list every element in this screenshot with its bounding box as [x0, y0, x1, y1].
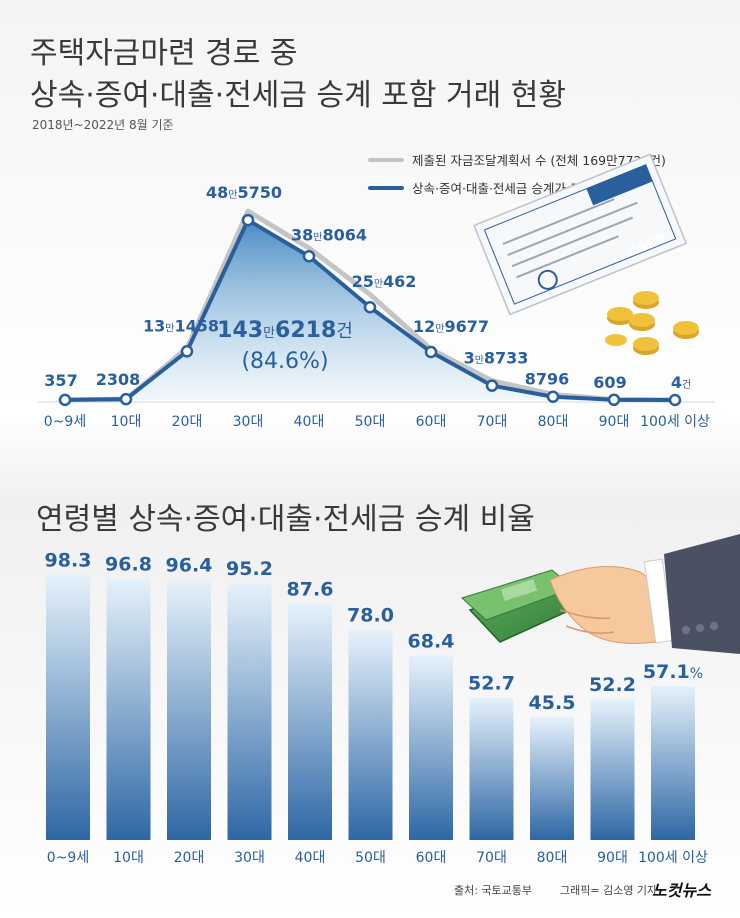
x-tick-label: 60대	[416, 850, 447, 866]
x-tick-label: 40대	[294, 414, 325, 430]
bar	[530, 717, 574, 840]
bar	[469, 697, 514, 840]
line-chart: 상속증여 357 230813만145848만575038만806425만4621…	[38, 153, 715, 430]
chart-title-line2: 상속·증여·대출·전세금 승계 포함 거래 현황	[30, 78, 566, 113]
data-label: 38만8064	[291, 225, 367, 244]
x-tick-label: 60대	[416, 414, 447, 430]
total-count-label: 143만6218건	[217, 318, 353, 343]
x-tick-label: 100세 이상	[640, 414, 710, 430]
x-tick-label: 90대	[599, 414, 630, 430]
bar	[409, 655, 453, 840]
x-tick-label: 30대	[233, 414, 264, 430]
data-label: 48만5750	[206, 183, 282, 202]
bar-value-label: 87.6	[287, 578, 334, 600]
legend-label-gray: 제출된 자금조달계획서 수 (전체 169만7721건)	[412, 153, 666, 168]
x-tick-label: 30대	[234, 850, 265, 866]
total-percent-label: (84.6%)	[241, 349, 328, 374]
data-point	[668, 393, 682, 407]
bar-value-label: 96.8	[105, 554, 152, 576]
total-count-rest: 6218	[275, 318, 336, 343]
bar	[348, 629, 393, 840]
total-count-unit: 건	[336, 321, 353, 342]
data-label: 2308	[96, 370, 141, 389]
bar-value-label: 52.7	[468, 673, 515, 695]
x-tick-label: 90대	[597, 850, 628, 866]
bar-value-label: 57.1%	[643, 661, 703, 683]
x-tick-label: 100세 이상	[638, 850, 708, 866]
data-point	[180, 345, 194, 358]
bar-chart: 98.3 96.8 96.4 95.2 87.6 78.0 68.4 52.7 45.5 52.2…	[45, 534, 740, 866]
chart-subtitle: 2018년~2022년 8월 기준	[32, 118, 174, 132]
data-label: 357	[44, 371, 77, 390]
total-count-man: 만	[263, 326, 275, 341]
x-tick-label: 10대	[113, 850, 144, 866]
graphic-credit: 그래픽= 김소영 기자	[560, 884, 658, 897]
data-label: 13만1458	[143, 316, 219, 335]
data-point	[485, 379, 499, 392]
bar	[106, 578, 151, 840]
x-tick-label: 80대	[537, 850, 568, 866]
chart-title-line1: 주택자금마련 경로 중	[30, 36, 298, 71]
x-tick-label: 10대	[111, 414, 142, 430]
x-tick-label: 50대	[355, 850, 386, 866]
bar	[651, 685, 695, 840]
data-label: 3만8733	[464, 349, 529, 368]
data-label: 25만462	[352, 272, 417, 291]
data-point	[546, 390, 560, 403]
document-illustration	[473, 153, 688, 316]
bar-value-label: 95.2	[226, 558, 273, 580]
data-label: 12만9677	[413, 317, 489, 336]
data-label: 609	[593, 373, 626, 392]
bar-value-label: 45.5	[529, 692, 576, 714]
total-count-main: 143	[217, 318, 263, 343]
brand-logo: 노컷뉴스	[652, 881, 711, 900]
bar	[167, 579, 211, 840]
x-tick-label: 0~9세	[47, 850, 89, 866]
legend-swatch-blue	[368, 185, 404, 190]
x-tick-label: 0~9세	[44, 414, 86, 430]
data-point	[363, 300, 377, 314]
bar	[46, 574, 90, 840]
bar	[590, 699, 635, 840]
x-tick-label: 70대	[477, 414, 508, 430]
bar-chart-title: 연령별 상속·증여·대출·전세금 승계 비율	[36, 502, 535, 537]
coins-illustration	[605, 291, 699, 355]
bar	[227, 582, 272, 840]
data-label: 4건	[671, 373, 691, 392]
data-point	[241, 213, 255, 227]
hand-cash-illustration	[461, 534, 740, 654]
bar-value-label: 52.2	[589, 674, 636, 696]
legend-item-gray: 제출된 자금조달계획서 수 (전체 169만7721건)	[368, 150, 666, 169]
data-label: 8796	[525, 370, 570, 389]
legend-swatch-gray	[368, 157, 404, 162]
x-tick-label: 80대	[538, 414, 569, 430]
data-point	[119, 392, 133, 406]
x-tick-label: 70대	[476, 850, 507, 866]
data-point	[607, 393, 621, 407]
bar-value-label: 68.4	[408, 630, 455, 652]
source-credit: 출처: 국토교통부	[454, 884, 533, 897]
x-tick-label: 20대	[174, 850, 205, 866]
data-point	[302, 250, 316, 263]
data-point	[58, 393, 72, 407]
bar-value-label: 96.4	[166, 555, 213, 577]
x-tick-label: 40대	[295, 850, 326, 866]
bar	[288, 603, 332, 840]
x-tick-label: 50대	[355, 414, 386, 430]
data-point	[424, 345, 438, 359]
bar-value-label: 98.3	[45, 550, 92, 572]
x-tick-label: 20대	[172, 414, 203, 430]
bar-value-label: 78.0	[347, 604, 394, 626]
